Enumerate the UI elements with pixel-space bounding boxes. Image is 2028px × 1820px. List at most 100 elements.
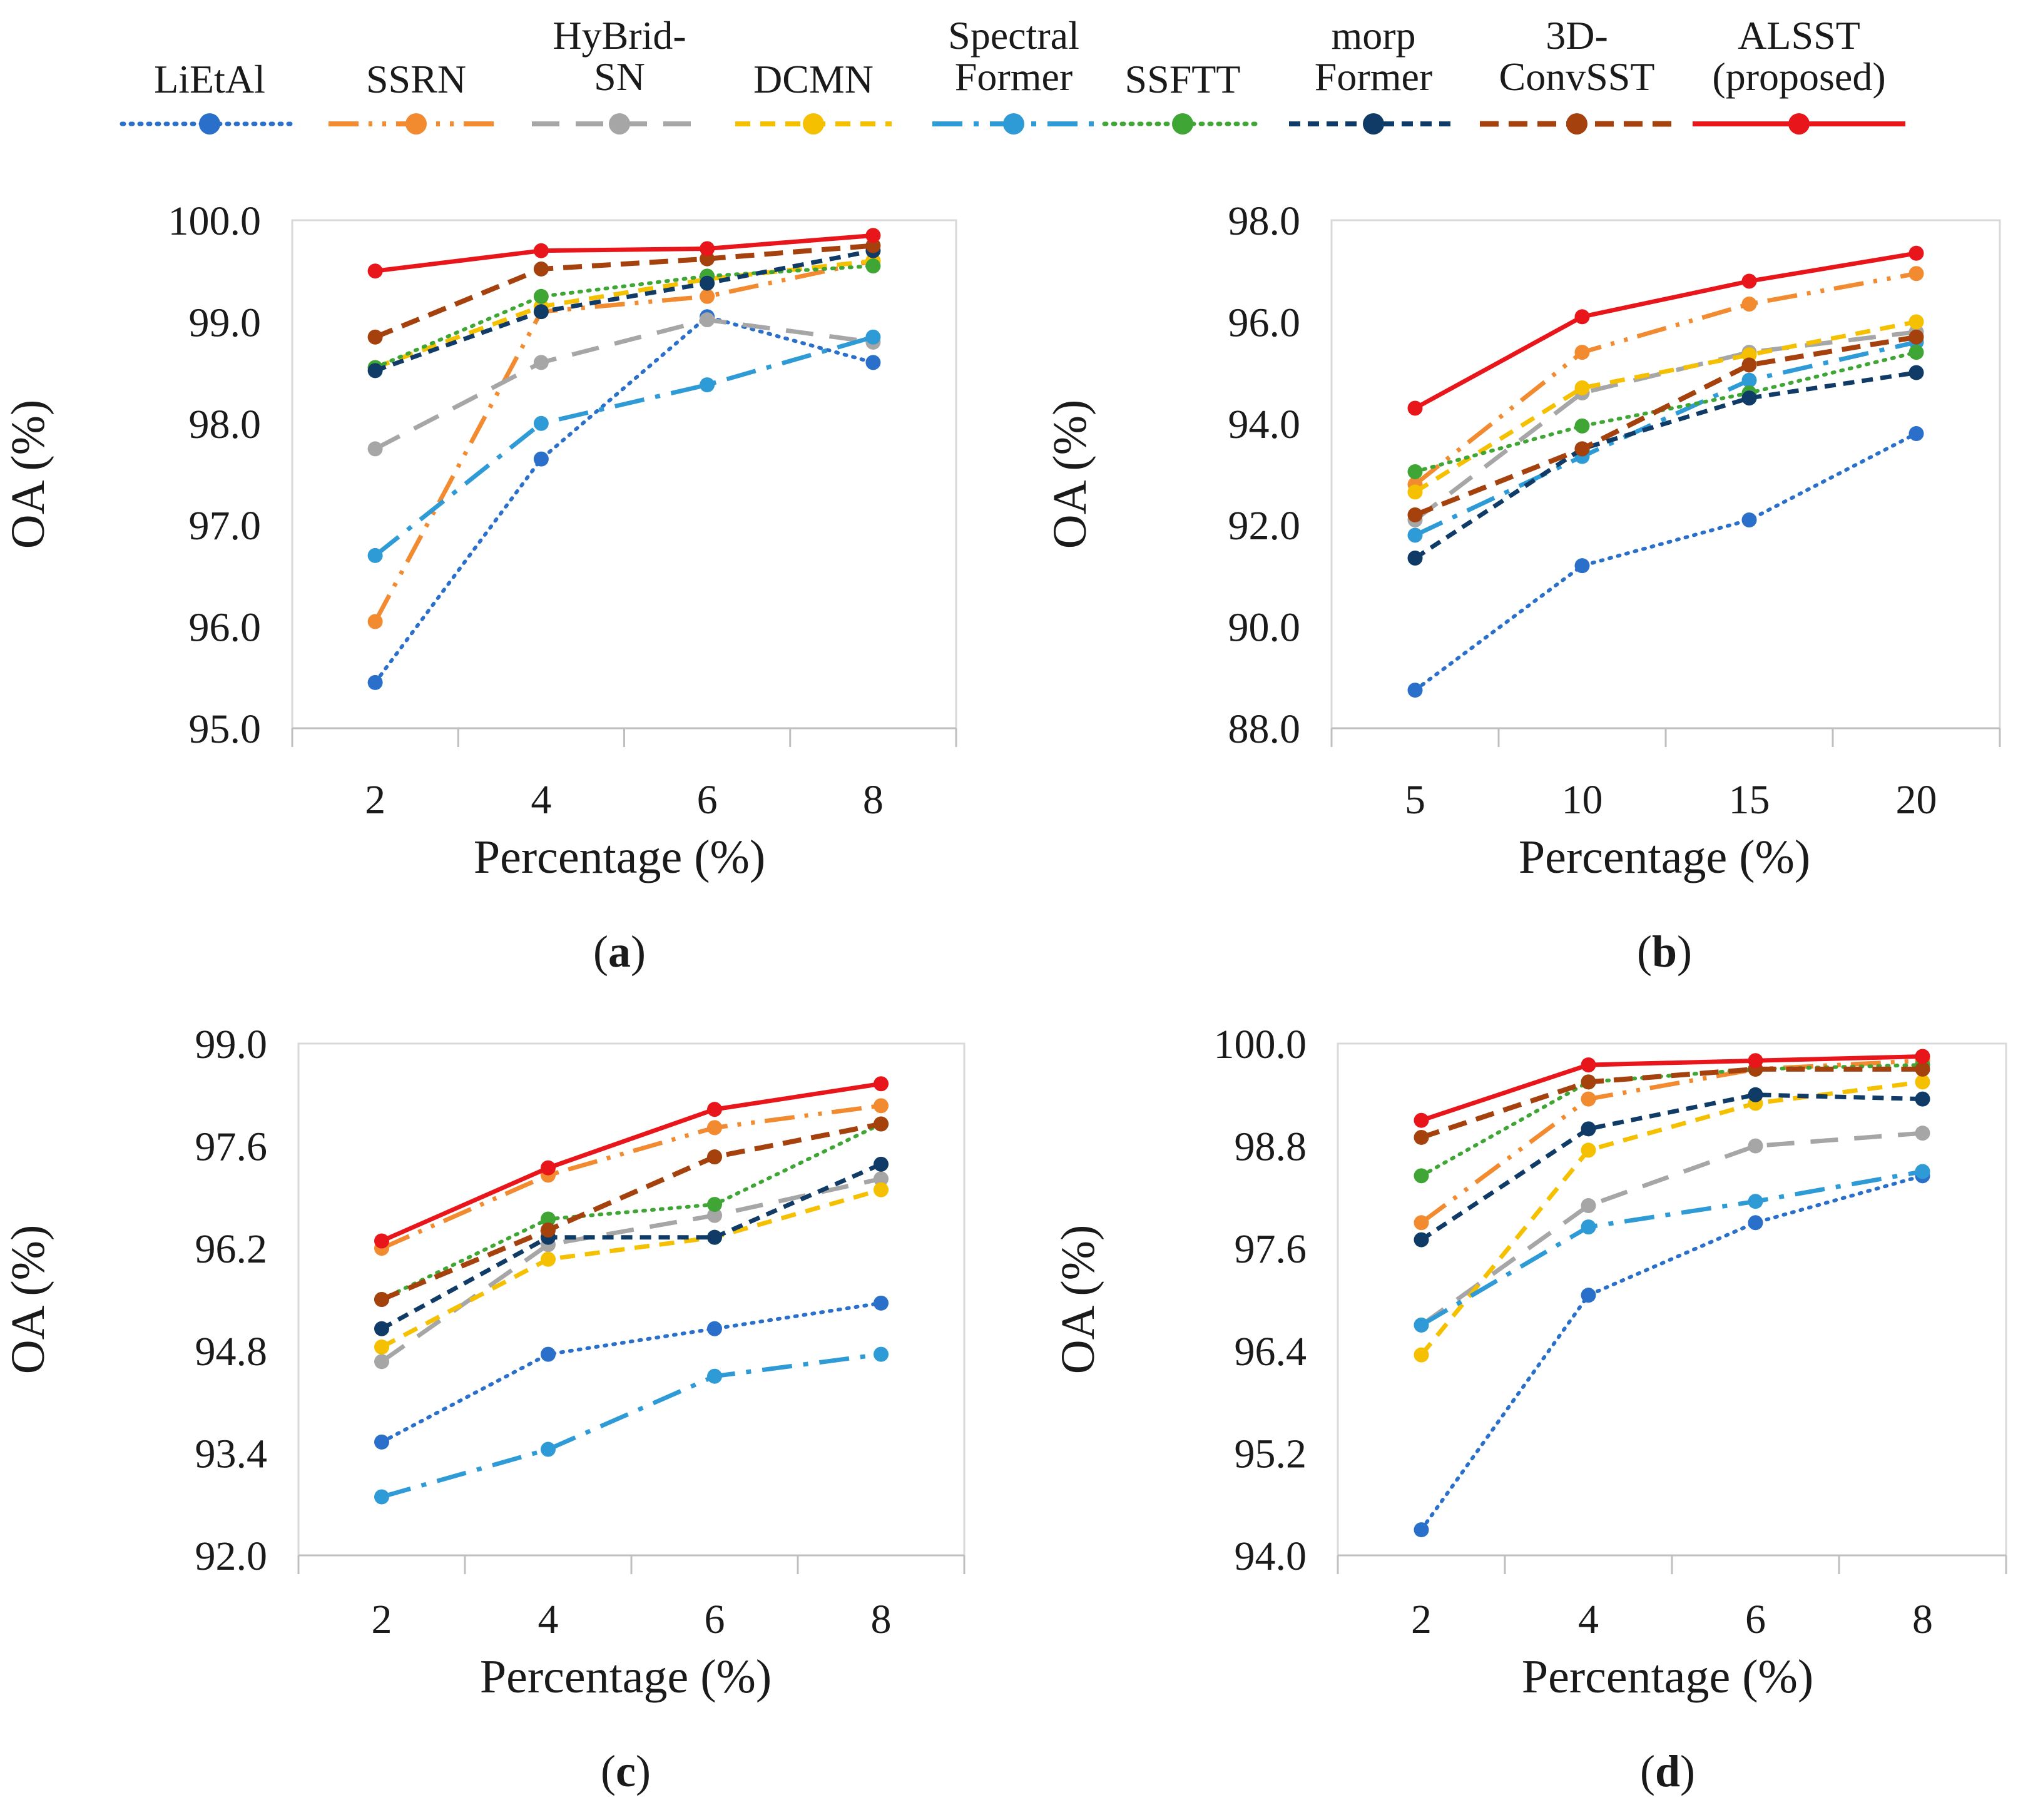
series-line bbox=[1420, 1066, 1923, 1140]
data-point bbox=[1407, 400, 1423, 416]
y-tick-label: 96.0 bbox=[189, 605, 262, 651]
y-tick-label: 92.0 bbox=[1228, 503, 1301, 549]
data-point bbox=[541, 1222, 556, 1238]
series-lietal bbox=[367, 309, 881, 690]
y-tick-label: 96.4 bbox=[1235, 1329, 1307, 1375]
data-point bbox=[1581, 1219, 1596, 1235]
x-tick-label: 8 bbox=[1912, 1597, 1933, 1642]
data-point bbox=[707, 1197, 722, 1212]
legend-marker bbox=[609, 113, 630, 135]
data-point bbox=[1908, 426, 1924, 442]
series-line bbox=[380, 1176, 882, 1364]
y-axis-title: OA (%) bbox=[1044, 400, 1096, 549]
data-point bbox=[700, 241, 715, 257]
data-point bbox=[1915, 1091, 1930, 1107]
data-point bbox=[874, 1076, 889, 1092]
series-lietal bbox=[1407, 426, 1924, 698]
series-line bbox=[373, 264, 875, 370]
data-point bbox=[1908, 245, 1924, 261]
data-point bbox=[1741, 512, 1757, 528]
legend-label: LiEtAl bbox=[154, 57, 265, 101]
y-tick-label: 94.0 bbox=[1228, 402, 1301, 447]
data-point bbox=[533, 288, 549, 304]
legend-marker bbox=[199, 113, 220, 135]
data-point bbox=[707, 1149, 722, 1165]
data-point bbox=[1574, 418, 1590, 434]
series-line bbox=[1419, 1079, 1923, 1356]
y-tick-label: 97.0 bbox=[189, 503, 262, 549]
series-hybrid-sn bbox=[1414, 1126, 1930, 1333]
data-point bbox=[707, 1229, 722, 1245]
data-point bbox=[1581, 1198, 1596, 1214]
y-tick-label: 98.0 bbox=[189, 402, 262, 447]
x-tick-label: 5 bbox=[1405, 777, 1425, 823]
series-3d-convsst bbox=[374, 1116, 889, 1307]
data-point bbox=[700, 312, 715, 328]
data-point bbox=[541, 1160, 556, 1176]
legend-label: ALSST bbox=[1738, 13, 1860, 58]
x-tick-label: 2 bbox=[1411, 1597, 1432, 1642]
y-tick-label: 95.2 bbox=[1235, 1431, 1307, 1477]
data-point bbox=[874, 1295, 889, 1311]
y-tick-label: 97.6 bbox=[195, 1124, 268, 1170]
legend-item-lietal: LiEtAl bbox=[120, 57, 300, 135]
data-point bbox=[874, 1116, 889, 1132]
data-point bbox=[707, 1321, 722, 1336]
legend-label: DCMN bbox=[753, 57, 874, 101]
data-point bbox=[367, 674, 383, 690]
legend-marker bbox=[1566, 113, 1587, 135]
data-point bbox=[1574, 558, 1590, 574]
data-point bbox=[1908, 266, 1924, 282]
data-point bbox=[707, 1120, 722, 1136]
data-point bbox=[1407, 683, 1423, 698]
data-point bbox=[374, 1321, 389, 1336]
y-tick-label: 100.0 bbox=[1214, 1022, 1307, 1067]
legend-marker bbox=[405, 113, 427, 135]
data-point bbox=[541, 1211, 556, 1227]
x-tick-label: 8 bbox=[871, 1597, 892, 1642]
series-lietal bbox=[1414, 1168, 1930, 1538]
data-point bbox=[1915, 1126, 1930, 1141]
data-point bbox=[865, 355, 881, 370]
x-tick-label: 4 bbox=[531, 777, 551, 823]
x-tick-label: 6 bbox=[705, 1597, 725, 1642]
series-line bbox=[1414, 340, 1917, 537]
data-point bbox=[374, 1233, 389, 1249]
data-point bbox=[533, 451, 549, 467]
data-point bbox=[1581, 1091, 1596, 1107]
data-point bbox=[865, 258, 881, 274]
data-point bbox=[1414, 1232, 1429, 1248]
series-line bbox=[380, 1103, 882, 1251]
x-tick-label: 2 bbox=[365, 777, 385, 823]
data-point bbox=[374, 1292, 389, 1307]
data-point bbox=[1581, 1121, 1596, 1137]
data-point bbox=[1574, 345, 1590, 360]
data-point bbox=[1741, 296, 1757, 312]
legend-marker bbox=[1003, 113, 1024, 135]
data-point bbox=[707, 1368, 722, 1384]
series-line bbox=[374, 317, 874, 451]
series-dcmn bbox=[1414, 1074, 1930, 1363]
series-line bbox=[1420, 1131, 1923, 1327]
panel-label: (c) bbox=[601, 1746, 651, 1796]
legend-label: Spectral bbox=[948, 13, 1079, 58]
legend-label: Former bbox=[1315, 54, 1432, 99]
series-3d-convsst bbox=[1414, 1061, 1930, 1145]
legend-item-ssrn: SSRN bbox=[329, 57, 504, 135]
legend-label: SSFTT bbox=[1125, 57, 1241, 101]
data-point bbox=[541, 1441, 556, 1457]
y-tick-label: 92.0 bbox=[195, 1533, 268, 1579]
data-point bbox=[874, 1098, 889, 1114]
series-line bbox=[1420, 1058, 1923, 1225]
y-tick-label: 96.0 bbox=[1228, 300, 1301, 345]
series-line bbox=[1420, 1054, 1923, 1123]
legend-item-ssftt: SSFTT bbox=[1102, 57, 1263, 135]
series-hybrid-sn bbox=[367, 312, 881, 457]
data-point bbox=[374, 1339, 389, 1355]
data-point bbox=[541, 1346, 556, 1362]
x-axis-title: Percentage (%) bbox=[1522, 1650, 1813, 1703]
x-axis-title: Percentage (%) bbox=[1519, 831, 1810, 883]
plot-area-frame bbox=[291, 219, 957, 730]
